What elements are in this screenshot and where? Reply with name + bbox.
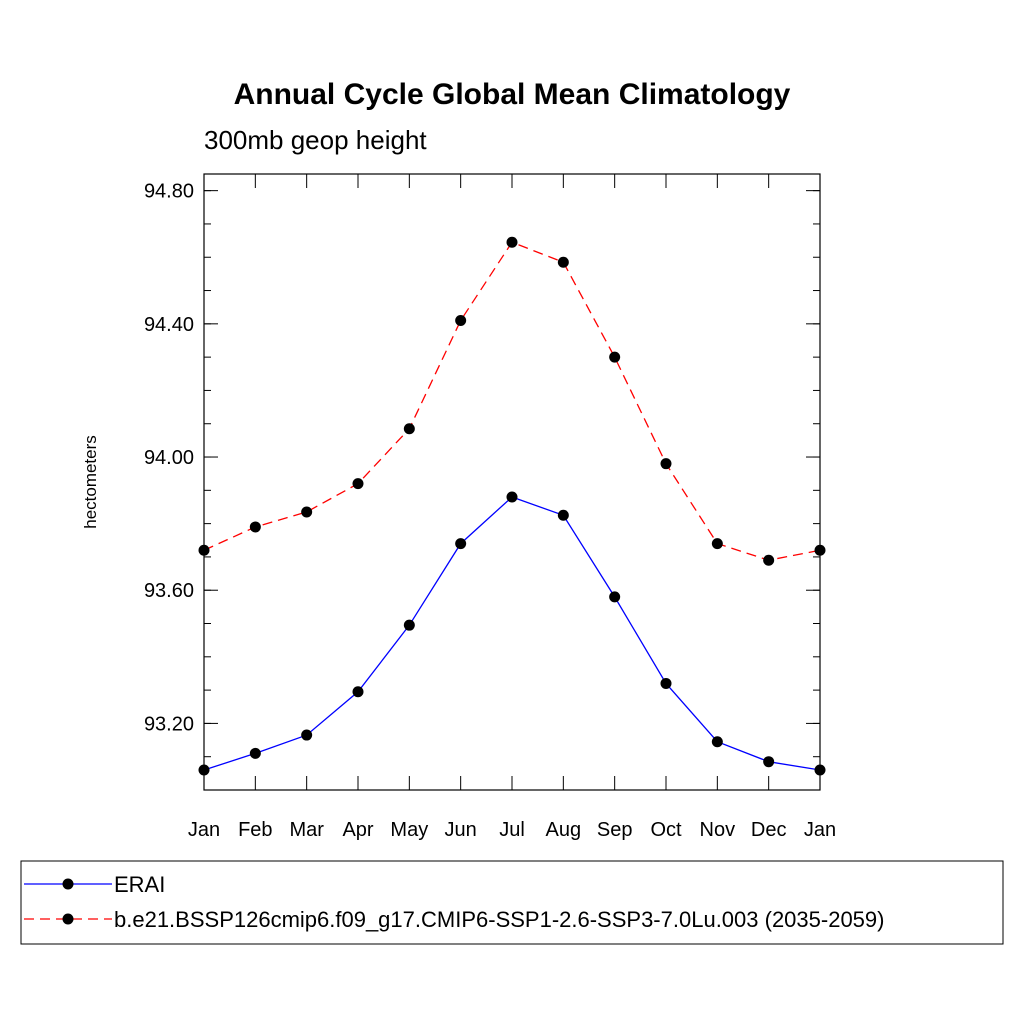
x-tick-label: Jan bbox=[188, 819, 220, 841]
series-line-0 bbox=[203, 496, 821, 771]
x-tick-label: Jul bbox=[499, 819, 525, 841]
y-tick-label: 94.80 bbox=[144, 181, 194, 203]
series-1-point bbox=[660, 458, 672, 470]
series-1-point bbox=[711, 538, 723, 550]
series-0-point bbox=[455, 538, 467, 550]
x-tick-label: Mar bbox=[289, 819, 324, 841]
series-1-point bbox=[455, 315, 467, 327]
x-tick-label: Oct bbox=[650, 819, 682, 841]
y-tick-labels: 93.20 93.60 94.00 94.40 94.80 bbox=[144, 181, 194, 736]
legend-label-1: b.e21.BSSP126cmip6.f09_g17.CMIP6-SSP1-2.… bbox=[114, 907, 884, 932]
x-tick-label: May bbox=[390, 819, 428, 841]
x-tick-label: Sep bbox=[597, 819, 633, 841]
series-1-point bbox=[403, 423, 415, 435]
x-tick-label: Dec bbox=[751, 819, 787, 841]
series-0-point bbox=[352, 686, 364, 698]
series-0-point bbox=[660, 677, 672, 689]
series-line-1 bbox=[203, 241, 821, 561]
series-1-point bbox=[352, 478, 364, 490]
series-1-point bbox=[249, 521, 261, 533]
legend-box bbox=[20, 860, 1004, 945]
series-0-point bbox=[301, 729, 313, 741]
x-tick-label: Aug bbox=[546, 819, 582, 841]
y-tick-label: 93.60 bbox=[144, 580, 194, 602]
legend: ERAI b.e21.BSSP126cmip6.f09_g17.CMIP6-SSP… bbox=[24, 872, 884, 932]
series-0-point bbox=[609, 591, 621, 603]
series-0-point bbox=[403, 619, 415, 631]
y-axis-label: hectometers bbox=[81, 435, 100, 529]
series-0-point bbox=[763, 756, 775, 768]
x-tick-label: Jan bbox=[804, 819, 836, 841]
chart-title: Annual Cycle Global Mean Climatology bbox=[234, 78, 791, 111]
series-0-point bbox=[506, 491, 518, 503]
legend-marker-1 bbox=[62, 913, 74, 925]
series-1-point bbox=[557, 256, 569, 268]
x-tick-label: Feb bbox=[238, 819, 272, 841]
series-0-point bbox=[711, 736, 723, 748]
plot-frame bbox=[203, 173, 821, 791]
y-tick-label: 94.00 bbox=[144, 447, 194, 469]
axis-ticks bbox=[203, 174, 821, 790]
x-tick-labels: Jan Feb Mar Apr May Jun Jul Aug Sep Oct Nov Dec Jan bbox=[188, 819, 836, 841]
legend-marker-0 bbox=[62, 878, 74, 890]
series-0-point bbox=[198, 764, 210, 776]
series-0-point bbox=[814, 764, 826, 776]
y-tick-label: 93.20 bbox=[144, 713, 194, 735]
chart-subtitle: 300mb geop height bbox=[204, 125, 427, 155]
series-0-point bbox=[557, 509, 569, 521]
series-layer bbox=[198, 236, 826, 776]
x-tick-label: Jun bbox=[445, 819, 477, 841]
x-tick-label: Apr bbox=[342, 819, 373, 841]
series-1-point bbox=[301, 506, 313, 518]
x-tick-label: Nov bbox=[700, 819, 736, 841]
series-1-point bbox=[814, 544, 826, 556]
series-1-point bbox=[609, 351, 621, 363]
y-tick-label: 94.40 bbox=[144, 314, 194, 336]
series-1-point bbox=[506, 236, 518, 248]
series-1-point bbox=[198, 544, 210, 556]
series-1-point bbox=[763, 554, 775, 566]
legend-label-0: ERAI bbox=[114, 872, 165, 897]
series-0-point bbox=[249, 747, 261, 759]
